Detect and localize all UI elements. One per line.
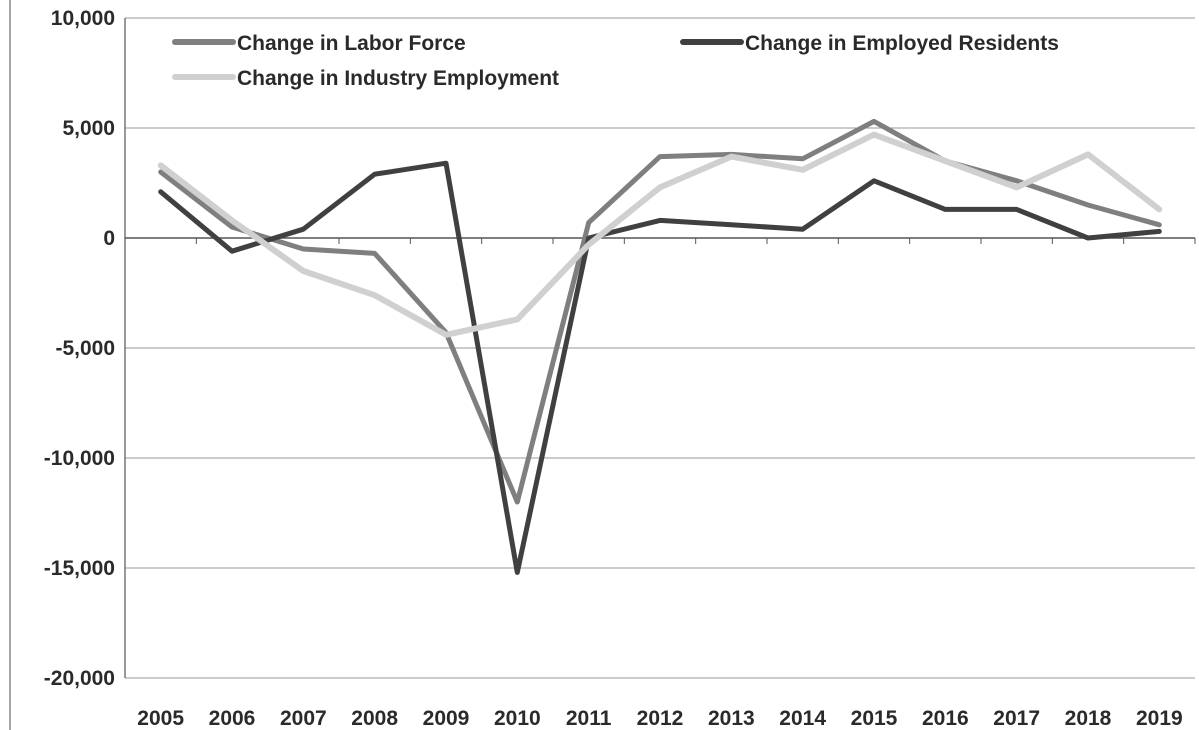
- data-point: [373, 251, 377, 255]
- data-point: [230, 225, 234, 229]
- data-point: [159, 190, 163, 194]
- data-point: [943, 207, 947, 211]
- data-point: [587, 221, 591, 225]
- data-point: [230, 218, 234, 222]
- data-point: [444, 333, 448, 337]
- data-point: [943, 159, 947, 163]
- y-tick-label: 5,000: [62, 117, 115, 140]
- data-point: [301, 227, 305, 231]
- data-point: [801, 227, 805, 231]
- data-point: [872, 119, 876, 123]
- data-point: [159, 163, 163, 167]
- data-point: [515, 570, 519, 574]
- data-point: [230, 249, 234, 253]
- data-point: [729, 155, 733, 159]
- x-tick-label: 2006: [209, 707, 256, 730]
- data-point: [1086, 152, 1090, 156]
- legend-label: Change in Employed Residents: [745, 32, 1059, 55]
- data-point: [515, 317, 519, 321]
- data-point: [1157, 229, 1161, 233]
- y-tick-label: 0: [103, 227, 115, 250]
- data-point: [658, 155, 662, 159]
- y-tick-label: -5,000: [55, 337, 115, 360]
- x-tick-label: 2017: [993, 707, 1040, 730]
- x-axis-tick-labels: 2005 2006 2007 2008 2009 2010 2011 2012 2013 2014…: [137, 707, 1182, 730]
- legend: Change in Labor Force Change in Employed …: [172, 32, 1059, 90]
- data-point: [373, 293, 377, 297]
- data-point: [1086, 236, 1090, 240]
- data-point: [159, 170, 163, 174]
- series-line-1: [158, 118, 1162, 505]
- x-tick-label: 2013: [708, 707, 755, 730]
- data-point: [658, 185, 662, 189]
- data-point: [658, 218, 662, 222]
- gridlines: [125, 17, 1195, 679]
- data-point: [801, 157, 805, 161]
- legend-label: Change in Industry Employment: [237, 67, 559, 90]
- x-tick-label: 2012: [637, 707, 684, 730]
- x-tick-label: 2008: [351, 707, 398, 730]
- data-point: [872, 133, 876, 137]
- series-lines: [157, 118, 1163, 575]
- series-line-2: [158, 160, 1162, 575]
- data-point: [515, 500, 519, 504]
- data-point: [444, 161, 448, 165]
- data-point: [301, 247, 305, 251]
- y-tick-label: -10,000: [44, 447, 115, 470]
- series-line-3: [157, 131, 1163, 338]
- x-tick-label: 2009: [423, 707, 470, 730]
- x-tick-label: 2005: [137, 707, 184, 730]
- x-tick-label: 2010: [494, 707, 541, 730]
- y-tick-label: -20,000: [44, 667, 115, 690]
- data-point: [373, 172, 377, 176]
- x-tick-label: 2011: [566, 707, 612, 730]
- data-point: [1157, 223, 1161, 227]
- y-tick-label: 10,000: [51, 7, 115, 30]
- y-tick-label: -15,000: [44, 557, 115, 580]
- legend-label: Change in Labor Force: [237, 32, 466, 55]
- data-point: [1157, 207, 1161, 211]
- data-point: [872, 179, 876, 183]
- axes: [9, 0, 1196, 730]
- data-point: [729, 223, 733, 227]
- data-point: [587, 243, 591, 247]
- data-point: [1015, 179, 1019, 183]
- data-point: [1015, 185, 1019, 189]
- x-tick-label: 2019: [1136, 707, 1183, 730]
- data-point: [301, 269, 305, 273]
- x-tick-label: 2016: [922, 707, 969, 730]
- data-point: [1015, 207, 1019, 211]
- x-tick-label: 2015: [851, 707, 898, 730]
- x-tick-label: 2014: [779, 707, 826, 730]
- y-axis-tick-labels: 10,000 5,000 0 -5,000 -10,000 -15,000 -20,000: [44, 7, 115, 690]
- data-point: [1086, 203, 1090, 207]
- x-tick-label: 2007: [280, 707, 327, 730]
- data-point: [587, 236, 591, 240]
- x-tick-label: 2018: [1065, 707, 1112, 730]
- data-point: [801, 168, 805, 172]
